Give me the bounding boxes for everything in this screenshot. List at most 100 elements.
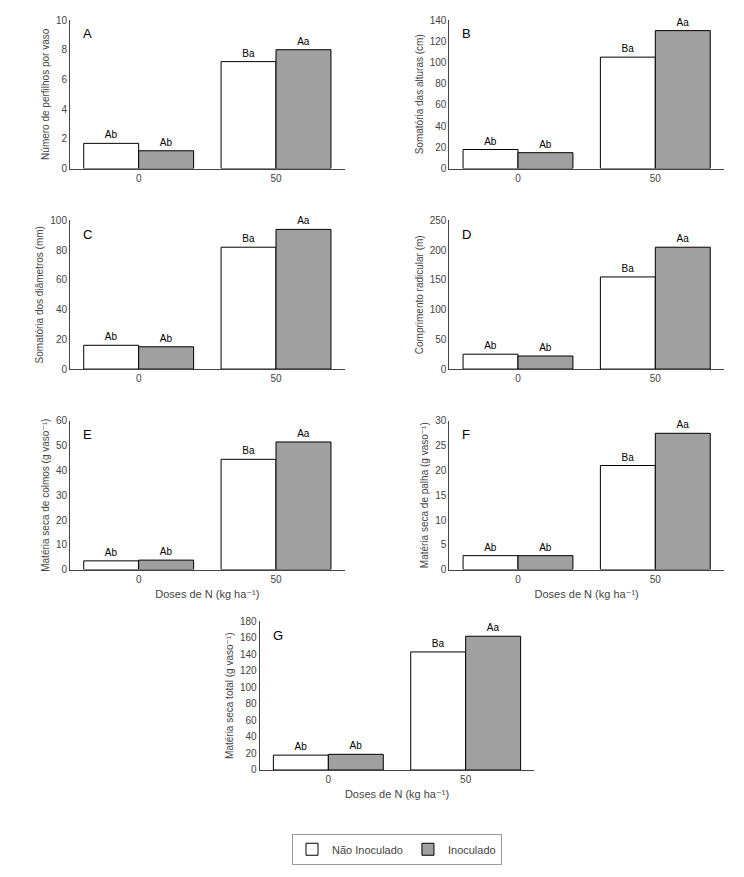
svg-text:0: 0 [515, 373, 521, 384]
svg-text:40: 40 [246, 731, 258, 742]
svg-text:4: 4 [61, 104, 67, 115]
svg-text:80: 80 [246, 698, 258, 709]
svg-text:Ab: Ab [160, 137, 173, 148]
svg-text:Doses de N (kg ha⁻¹): Doses de N (kg ha⁻¹) [345, 788, 449, 800]
svg-text:40: 40 [56, 465, 68, 476]
svg-text:Ba: Ba [622, 43, 635, 54]
svg-text:Ab: Ab [539, 542, 552, 553]
svg-text:0: 0 [251, 764, 257, 775]
svg-text:Ba: Ba [622, 263, 635, 274]
svg-text:Somatória dos diâmetros (mm): Somatória dos diâmetros (mm) [34, 226, 45, 363]
svg-text:50: 50 [270, 373, 282, 384]
svg-text:Matéria seca de colmos (g vaso: Matéria seca de colmos (g vaso⁻¹) [40, 419, 51, 572]
svg-text:80: 80 [435, 78, 447, 89]
svg-text:10: 10 [435, 515, 447, 526]
svg-text:15: 15 [435, 490, 447, 501]
svg-text:140: 140 [240, 649, 257, 660]
svg-text:Doses de N (kg ha⁻¹): Doses de N (kg ha⁻¹) [155, 588, 259, 600]
svg-text:Aa: Aa [297, 428, 310, 439]
svg-text:Ab: Ab [160, 333, 173, 344]
svg-text:Ab: Ab [484, 542, 497, 553]
svg-text:Ab: Ab [105, 331, 118, 342]
svg-text:G: G [273, 628, 283, 643]
svg-text:0: 0 [61, 163, 67, 174]
svg-text:0: 0 [515, 574, 521, 585]
svg-text:50: 50 [460, 774, 472, 785]
svg-text:10: 10 [56, 15, 68, 26]
svg-text:50: 50 [650, 173, 662, 184]
svg-text:140: 140 [430, 15, 447, 26]
svg-text:Ba: Ba [622, 452, 635, 463]
svg-text:180: 180 [240, 616, 257, 627]
svg-text:0: 0 [441, 564, 447, 575]
svg-text:20: 20 [246, 748, 258, 759]
svg-text:Aa: Aa [676, 17, 689, 28]
svg-text:60: 60 [56, 274, 68, 285]
svg-text:10: 10 [56, 539, 68, 550]
svg-text:0: 0 [61, 364, 67, 375]
svg-text:40: 40 [435, 121, 447, 132]
svg-text:0: 0 [441, 163, 447, 174]
svg-text:Aa: Aa [297, 215, 310, 226]
svg-text:0: 0 [136, 574, 142, 585]
svg-text:8: 8 [61, 44, 67, 55]
svg-text:Somatória das alturas (cm): Somatória das alturas (cm) [414, 34, 425, 154]
svg-text:Ab: Ab [105, 129, 118, 140]
svg-text:Aa: Aa [676, 233, 689, 244]
svg-text:100: 100 [50, 215, 67, 226]
svg-text:Ab: Ab [539, 139, 552, 150]
svg-text:Número de perfilhos por vaso: Número de perfilhos por vaso [40, 28, 51, 160]
svg-text:B: B [462, 26, 471, 41]
svg-text:60: 60 [56, 415, 68, 426]
svg-text:100: 100 [430, 304, 447, 315]
svg-text:0: 0 [61, 564, 67, 575]
svg-text:250: 250 [430, 215, 447, 226]
svg-text:Ba: Ba [242, 233, 255, 244]
svg-text:160: 160 [240, 632, 257, 643]
svg-text:50: 50 [650, 574, 662, 585]
svg-text:Ba: Ba [242, 445, 255, 456]
svg-text:Matéria seca total (g vaso⁻¹): Matéria seca total (g vaso⁻¹) [224, 632, 235, 758]
svg-text:Ab: Ab [105, 547, 118, 558]
svg-text:0: 0 [326, 774, 332, 785]
svg-text:D: D [462, 227, 471, 242]
svg-text:Inoculado: Inoculado [448, 844, 496, 856]
svg-text:100: 100 [430, 57, 447, 68]
svg-text:40: 40 [56, 304, 68, 315]
svg-text:20: 20 [56, 334, 68, 345]
svg-text:20: 20 [435, 465, 447, 476]
svg-text:C: C [83, 227, 92, 242]
svg-text:50: 50 [270, 173, 282, 184]
svg-text:Aa: Aa [297, 36, 310, 47]
svg-text:100: 100 [240, 682, 257, 693]
svg-text:F: F [462, 427, 470, 442]
svg-text:E: E [83, 427, 92, 442]
svg-text:30: 30 [56, 490, 68, 501]
svg-text:80: 80 [56, 245, 68, 256]
svg-text:Ab: Ab [484, 136, 497, 147]
svg-text:25: 25 [435, 440, 447, 451]
svg-text:50: 50 [650, 373, 662, 384]
svg-text:0: 0 [441, 364, 447, 375]
svg-text:Comprimento radicular (m): Comprimento radicular (m) [414, 235, 425, 354]
svg-text:120: 120 [430, 36, 447, 47]
svg-text:0: 0 [515, 173, 521, 184]
svg-text:Ab: Ab [160, 546, 173, 557]
svg-text:Ab: Ab [295, 741, 308, 752]
svg-text:6: 6 [61, 74, 67, 85]
svg-text:Não Inoculado: Não Inoculado [332, 844, 403, 856]
svg-text:60: 60 [435, 99, 447, 110]
svg-text:Ab: Ab [484, 340, 497, 351]
svg-text:Aa: Aa [676, 419, 689, 430]
svg-text:Doses de N (kg ha⁻¹): Doses de N (kg ha⁻¹) [535, 588, 639, 600]
svg-text:200: 200 [430, 245, 447, 256]
svg-text:50: 50 [270, 574, 282, 585]
svg-text:50: 50 [56, 440, 68, 451]
svg-text:Ba: Ba [432, 638, 445, 649]
svg-text:0: 0 [136, 173, 142, 184]
svg-text:150: 150 [430, 274, 447, 285]
svg-text:Matéria seca de palha (g vaso⁻: Matéria seca de palha (g vaso⁻¹) [419, 422, 430, 568]
svg-text:2: 2 [61, 133, 67, 144]
svg-text:Ab: Ab [539, 342, 552, 353]
svg-text:Aa: Aa [487, 622, 500, 633]
